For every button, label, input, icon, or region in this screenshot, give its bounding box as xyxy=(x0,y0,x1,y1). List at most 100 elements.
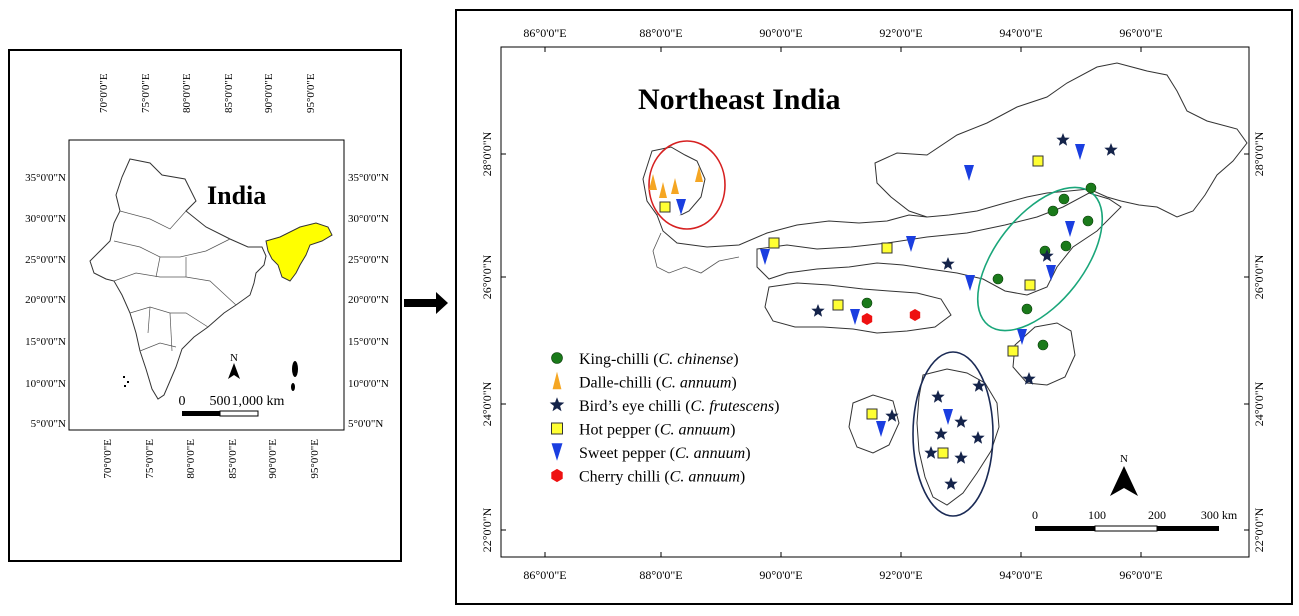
main-bottom-label: 88°0'0"E xyxy=(639,568,682,582)
marker-square xyxy=(832,299,844,311)
marker-cone xyxy=(671,178,679,194)
main-scale-bar: 0 100 200 300 km xyxy=(1032,508,1238,532)
main-bottom-label: 92°0'0"E xyxy=(879,568,922,582)
inset-right-label: 15°0'0"N xyxy=(348,336,389,348)
legend-symbol-circle xyxy=(551,352,563,364)
marker-circle xyxy=(1082,215,1094,227)
main-bottom-label: 86°0'0"E xyxy=(523,568,566,582)
marker-triangle xyxy=(1075,144,1085,160)
inset-left-label: 35°0'0"N xyxy=(25,172,66,184)
marker-circle xyxy=(1021,303,1033,315)
svg-text:200: 200 xyxy=(1148,508,1166,522)
inset-top-label: 75°0'0"E xyxy=(140,73,152,113)
marker-circle xyxy=(1047,205,1059,217)
inset-right-label: 10°0'0"N xyxy=(348,378,389,390)
marker-triangle xyxy=(876,421,886,437)
marker-circle xyxy=(1060,240,1072,252)
marker-circle xyxy=(1037,339,1049,351)
main-left-labels: 28°0'0"N 26°0'0"N 24°0'0"N 22°0'0"N xyxy=(480,131,494,552)
main-bottom-label: 96°0'0"E xyxy=(1119,568,1162,582)
inset-bottom-label: 80°0'0"E xyxy=(185,439,197,479)
svg-text:N: N xyxy=(1120,453,1128,465)
svg-text:300 km: 300 km xyxy=(1201,508,1238,522)
marker-star xyxy=(924,446,938,459)
marker-triangle xyxy=(1017,329,1027,345)
marker-star xyxy=(811,304,825,317)
svg-text:1,000 km: 1,000 km xyxy=(232,394,285,409)
legend-label: Sweet pepper (C. annuum) xyxy=(579,445,751,462)
main-top-label: 94°0'0"E xyxy=(999,26,1042,40)
marker-square xyxy=(768,237,780,249)
marker-star xyxy=(1056,133,1070,146)
legend-symbol-hexagon xyxy=(551,468,563,483)
inset-left-labels: 35°0'0"N 30°0'0"N 25°0'0"N 20°0'0"N 15°0'0"N… xyxy=(25,172,66,430)
inset-left-label: 25°0'0"N xyxy=(25,254,66,266)
inset-bottom-label: 90°0'0"E xyxy=(267,439,279,479)
inset-bottom-label: 70°0'0"E xyxy=(102,439,114,479)
marker-square xyxy=(937,447,949,459)
northeast-map: Northeast India King-chilli (C. chinense… xyxy=(457,11,1266,582)
main-left-label: 24°0'0"N xyxy=(480,381,494,426)
sikkim-ellipse xyxy=(648,140,726,230)
inset-top-label: 70°0'0"E xyxy=(98,73,110,113)
legend-label: Dalle-chilli (C. annuum) xyxy=(579,375,737,392)
marker-star xyxy=(934,427,948,440)
legend-label: King-chilli (C. chinense) xyxy=(579,351,739,368)
marker-triangle xyxy=(1046,265,1056,281)
main-north-arrow: N xyxy=(1110,453,1138,496)
connector-arrow xyxy=(404,292,448,314)
marker-hexagon xyxy=(909,309,921,321)
marker-cone xyxy=(695,166,703,182)
main-panel: Northeast India King-chilli (C. chinense… xyxy=(455,9,1293,605)
inset-left-label: 15°0'0"N xyxy=(25,336,66,348)
legend-symbol-star xyxy=(549,397,565,412)
inset-bottom-label: 85°0'0"E xyxy=(227,439,239,479)
inset-top-label: 90°0'0"E xyxy=(263,73,275,113)
main-right-labels: 28°0'0"N 26°0'0"N 24°0'0"N 22°0'0"N xyxy=(1252,131,1266,552)
inset-bottom-label: 75°0'0"E xyxy=(144,439,156,479)
main-title: Northeast India xyxy=(638,83,841,116)
main-right-label: 22°0'0"N xyxy=(1252,507,1266,552)
main-right-label: 28°0'0"N xyxy=(1252,131,1266,176)
marker-square xyxy=(881,242,893,254)
marker-triangle xyxy=(964,165,974,181)
main-bottom-label: 90°0'0"E xyxy=(759,568,802,582)
meghalaya-boundary xyxy=(764,282,952,334)
inset-north-arrow: N xyxy=(228,352,240,379)
main-right-label: 24°0'0"N xyxy=(1252,381,1266,426)
tripura-ellipse xyxy=(912,351,994,517)
svg-text:500: 500 xyxy=(210,394,231,409)
legend-symbol-square xyxy=(551,422,563,435)
inset-left-label: 20°0'0"N xyxy=(25,294,66,306)
main-left-label: 26°0'0"N xyxy=(480,254,494,299)
main-top-label: 90°0'0"E xyxy=(759,26,802,40)
inset-bottom-label: 95°0'0"E xyxy=(309,439,321,479)
inset-left-label: 10°0'0"N xyxy=(25,378,66,390)
north-bengal-strip xyxy=(656,214,928,248)
main-bottom-label: 94°0'0"E xyxy=(999,568,1042,582)
inset-left-label: 5°0'0"N xyxy=(31,418,66,430)
marker-star xyxy=(972,379,986,392)
main-top-labels: 86°0'0"E 88°0'0"E 90°0'0"E 92°0'0"E 94°0'0"E… xyxy=(523,26,1162,40)
marker-star xyxy=(954,415,968,428)
northeast-highlight xyxy=(265,222,333,282)
marker-triangle xyxy=(943,409,953,425)
inset-right-label: 5°0'0"N xyxy=(348,418,383,430)
marker-triangle xyxy=(965,275,975,291)
main-left-label: 22°0'0"N xyxy=(480,507,494,552)
inset-top-label: 80°0'0"E xyxy=(181,73,193,113)
marker-circle xyxy=(1058,193,1070,205)
main-top-label: 86°0'0"E xyxy=(523,26,566,40)
marker-square xyxy=(659,201,671,213)
marker-cone xyxy=(649,174,657,190)
inset-right-label: 35°0'0"N xyxy=(348,172,389,184)
graticule-ticks xyxy=(501,47,1249,557)
legend-label: Hot pepper (C. annuum) xyxy=(579,422,735,439)
legend-label: Bird’s eye chilli (C. frutescens) xyxy=(579,398,779,415)
india-outline xyxy=(89,158,267,400)
marker-triangle xyxy=(1065,221,1075,237)
marker-hexagon xyxy=(861,313,873,325)
inset-top-labels: 70°0'0"E 75°0'0"E 80°0'0"E 85°0'0"E 90°0'0"E… xyxy=(98,73,317,113)
main-right-label: 26°0'0"N xyxy=(1252,254,1266,299)
legend-label: Cherry chilli (C. annuum) xyxy=(579,469,745,486)
